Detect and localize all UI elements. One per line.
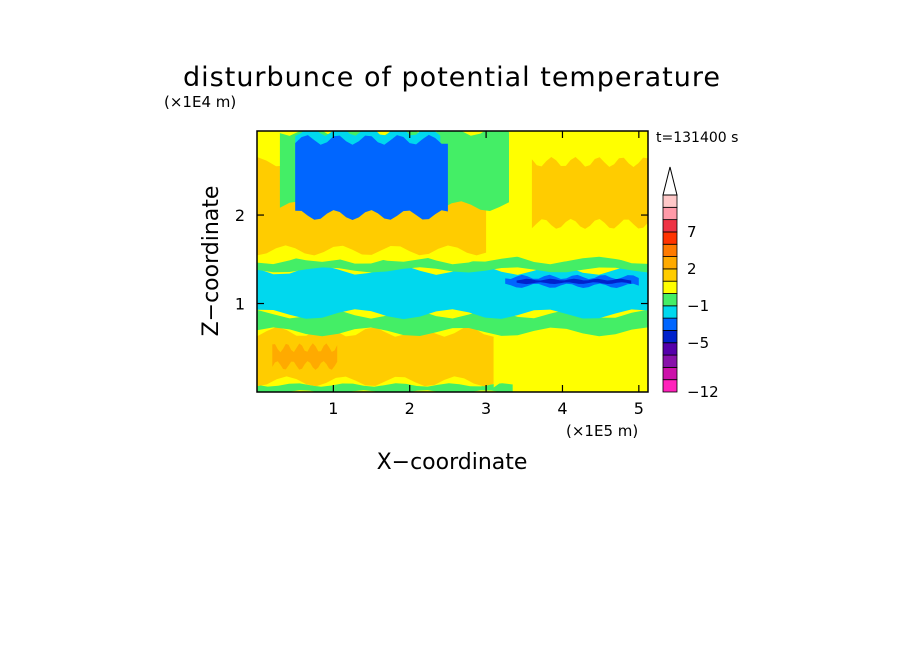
heatmap-region-lower-warm	[257, 326, 494, 387]
x-scale-label: (×1E5 m)	[566, 422, 638, 440]
colorbar-segment	[662, 330, 678, 344]
heatmap-region-green-mid	[257, 309, 648, 337]
colorbar-segment	[662, 231, 678, 245]
heatmap-region-upper-blue-spots	[295, 134, 448, 220]
heatmap-region-warm-core	[272, 343, 338, 370]
colorbar-tick-label: −12	[687, 383, 719, 401]
colorbar-segment	[662, 354, 678, 368]
colorbar-segment	[662, 342, 678, 356]
colorbar-segment	[662, 243, 678, 257]
colorbar: −12−5−127	[662, 166, 719, 401]
heatmap-region-dark-streak	[516, 278, 632, 285]
colorbar-segment	[662, 293, 678, 307]
heatmap-plot-area	[257, 131, 648, 392]
colorbar-segment	[662, 366, 678, 381]
y-axis: 12	[235, 206, 648, 314]
colorbar-segment	[662, 256, 678, 270]
plot-frame	[256, 130, 649, 393]
colorbar-segment	[662, 268, 678, 282]
time-label: t=131400 s	[656, 130, 738, 146]
x-tick-label: 2	[405, 399, 415, 418]
x-axis: 1 2 3 4 5	[328, 131, 644, 418]
colorbar-tick-label: 2	[687, 260, 697, 278]
x-tick-label: 5	[634, 399, 644, 418]
colorbar-segment	[662, 379, 678, 393]
colorbar-tick-label: −5	[687, 334, 709, 352]
heatmap-region-band1	[257, 383, 513, 392]
x-tick-label: 1	[328, 399, 338, 418]
colorbar-extend-arrow	[662, 166, 678, 196]
x-tick-label: 3	[481, 399, 491, 418]
y-tick-label: 2	[235, 206, 245, 225]
heatmap-region-band2	[512, 381, 648, 392]
chart-title: disturbunce of potential temperature	[183, 62, 721, 93]
colorbar-segment	[662, 305, 678, 319]
colorbar-tick-label: −1	[687, 297, 709, 315]
y-scale-label: (×1E4 m)	[164, 93, 236, 111]
x-axis-label: X−coordinate	[377, 450, 528, 475]
heatmap-region-lower-yellow-east	[493, 332, 648, 389]
colorbar-segment	[662, 219, 678, 233]
x-tick-label: 4	[557, 399, 567, 418]
colorbar-segment	[662, 194, 678, 208]
heatmap-region-upper-warm-east	[531, 157, 648, 229]
colorbar-segment	[662, 317, 678, 331]
colorbar-segment	[662, 206, 678, 221]
colorbar-tick-label: 7	[687, 223, 697, 241]
y-tick-label: 1	[235, 295, 245, 314]
y-axis-label: Z−coordinate	[199, 186, 224, 337]
colorbar-segment	[662, 280, 678, 294]
